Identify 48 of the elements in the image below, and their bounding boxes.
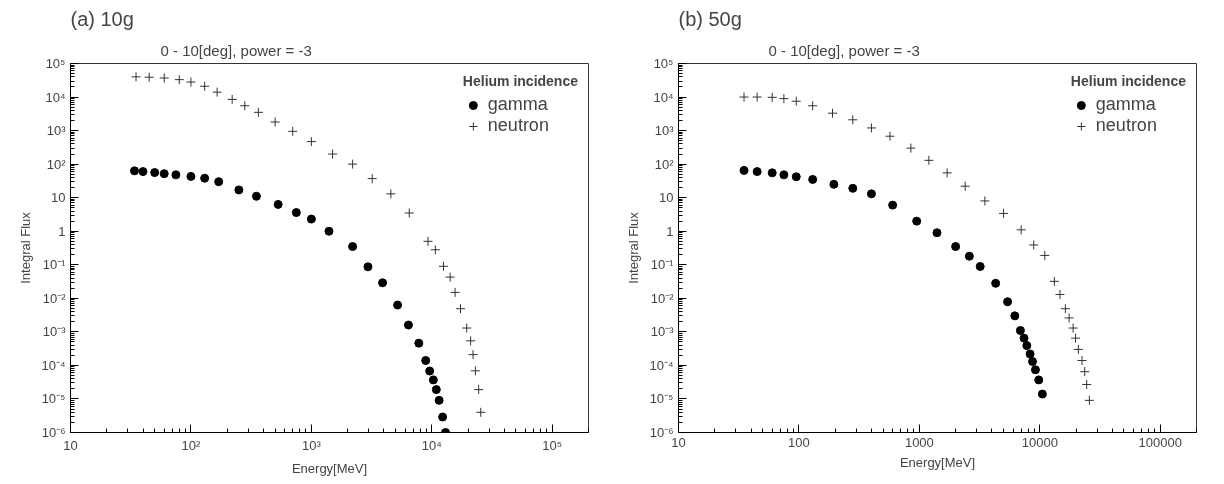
- chart-title: (b) 50g: [678, 7, 742, 30]
- y-axis-title: Integral Flux: [18, 211, 34, 284]
- y-tick-label: 10²: [46, 156, 67, 172]
- legend-title: Helium incidence: [1070, 73, 1186, 89]
- y-tick-label: 10⁻³: [650, 324, 675, 340]
- x-axis-title: Energy[MeV]: [899, 454, 976, 470]
- y-tick-label: 10⁻²: [42, 290, 67, 306]
- legend-label: gamma: [487, 94, 548, 115]
- y-tick-label: 1: [666, 223, 674, 239]
- y-tick-label: 10⁻⁶: [41, 425, 66, 440]
- y-tick-label: 10⁻⁶: [649, 425, 674, 440]
- x-tick-label: 10: [63, 437, 78, 453]
- y-tick-label: 10⁴: [653, 89, 674, 105]
- x-axis-title: Energy[MeV]: [291, 460, 368, 476]
- y-tick-label: 10²: [654, 156, 675, 172]
- legend-label: neutron: [487, 115, 549, 136]
- x-tick-label: 100000: [1138, 434, 1182, 450]
- y-tick-label: 1: [58, 223, 66, 239]
- legend-title: Helium incidence: [462, 73, 578, 89]
- x-tick-label: 100: [788, 434, 810, 450]
- x-tick-label: 1000: [904, 434, 934, 450]
- y-tick-label: 10⁻¹: [650, 257, 675, 273]
- y-tick-label: 10⁻⁴: [41, 357, 66, 373]
- chart-title: (a) 10g: [70, 7, 134, 30]
- y-tick-label: 10⁻²: [650, 290, 675, 306]
- y-tick-label: 10⁻¹: [42, 257, 67, 273]
- chart-subtitle: 0 - 10[deg], power = -3: [768, 41, 920, 59]
- y-tick-label: 10⁵: [45, 56, 66, 71]
- y-tick-label: 10⁻³: [42, 324, 67, 340]
- y-tick-label: 10⁴: [45, 89, 66, 105]
- chart-subtitle: 0 - 10[deg], power = -3: [160, 41, 312, 59]
- y-tick-label: 10⁻⁴: [649, 357, 674, 373]
- y-tick-label: 10³: [654, 123, 675, 139]
- y-tick-label: 10⁻⁵: [41, 391, 66, 407]
- x-tick-label: 10: [671, 434, 686, 450]
- x-tick-label: 10⁵: [542, 437, 563, 453]
- y-tick-label: 10⁵: [653, 56, 674, 71]
- x-tick-label: 10000: [1021, 434, 1058, 450]
- y-tick-label: 10: [659, 190, 674, 206]
- x-tick-label: 10³: [301, 437, 322, 453]
- legend-label: gamma: [1095, 94, 1156, 115]
- x-tick-label: 10⁴: [421, 437, 442, 453]
- y-axis-title: Integral Flux: [626, 211, 642, 284]
- y-tick-label: 10³: [46, 123, 67, 139]
- y-tick-label: 10⁻⁵: [649, 391, 674, 407]
- y-tick-label: 10: [51, 190, 66, 206]
- legend-label: neutron: [1095, 115, 1157, 136]
- x-tick-label: 10²: [181, 437, 201, 453]
